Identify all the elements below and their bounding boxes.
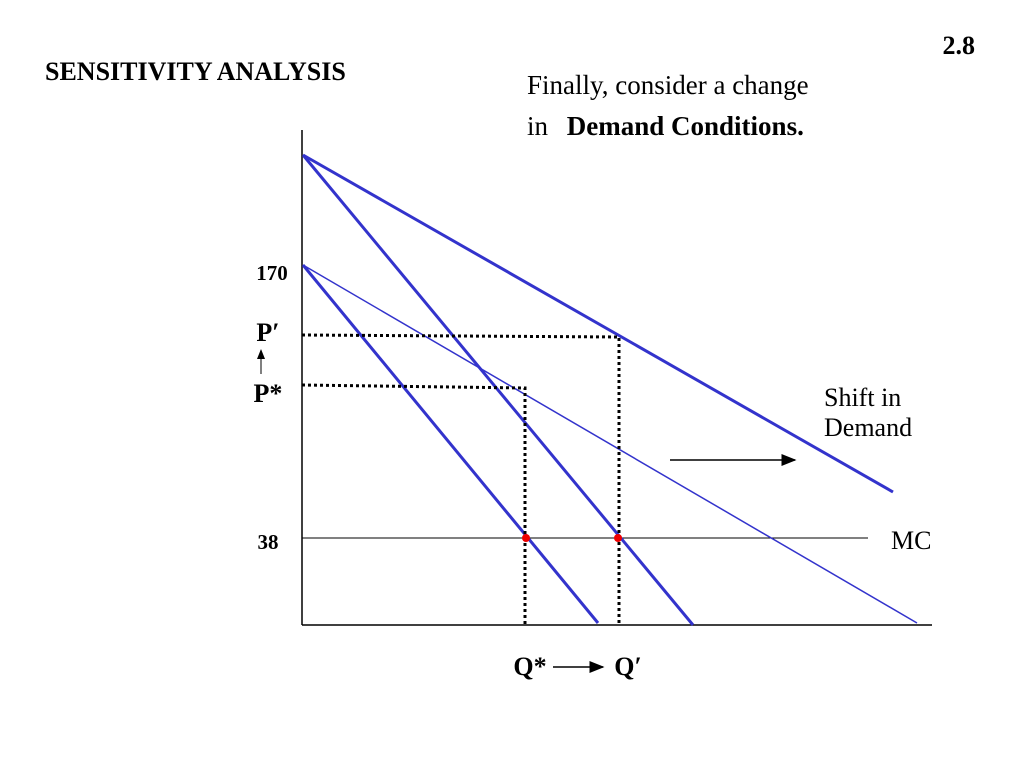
new-mr (301, 154, 695, 626)
old-demand (302, 264, 918, 624)
caption-line: in Demand Conditions. (527, 111, 804, 141)
point (614, 534, 622, 542)
old-mr (301, 264, 600, 624)
x-label: Q* (513, 652, 546, 681)
new-demand (302, 153, 894, 494)
shift-label: Shift in (824, 383, 901, 412)
caption-prefix: in (527, 111, 549, 141)
shift-label: Demand (824, 413, 912, 442)
page-number: 2.8 (943, 31, 976, 60)
title: SENSITIVITY ANALYSIS (45, 57, 346, 86)
mc-label: MC (891, 526, 931, 555)
y-label: P* (254, 379, 283, 408)
caption-line: Finally, consider a change (527, 70, 809, 100)
y-label: 170 (256, 261, 288, 285)
y-label: 38 (258, 530, 279, 554)
point (522, 534, 530, 542)
y-label: P′ (256, 318, 279, 347)
caption-bold: Demand Conditions. (567, 111, 804, 141)
p-star-guide (301, 383, 527, 625)
x-label: Q′ (614, 652, 642, 681)
